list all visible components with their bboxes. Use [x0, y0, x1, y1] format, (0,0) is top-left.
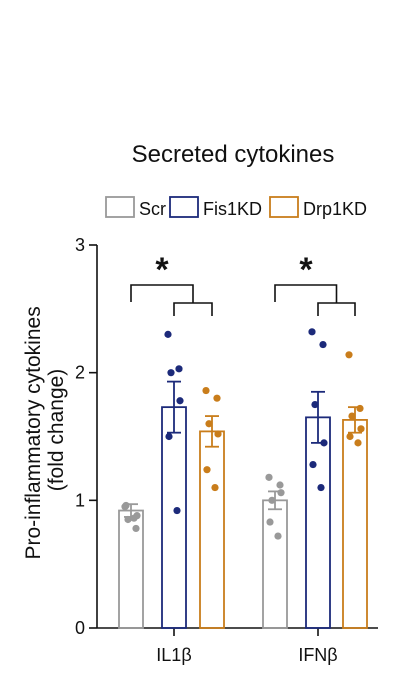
- data-point: [176, 397, 184, 405]
- data-point: [213, 394, 221, 402]
- data-point: [276, 481, 284, 489]
- y-tick-label: 1: [75, 490, 85, 510]
- significance-bracket-pair: [173, 302, 213, 316]
- data-point: [356, 404, 364, 413]
- legend-label: Drp1KD: [303, 199, 367, 219]
- data-point: [345, 351, 353, 359]
- data-point: [211, 483, 219, 492]
- y-axis-label-line-1: Pro-inflammatory cytokines: [22, 306, 45, 559]
- bar: [161, 406, 187, 629]
- data-point: [317, 483, 325, 492]
- data-point: [175, 365, 183, 373]
- data-point: [311, 400, 319, 409]
- legend-swatch: [269, 196, 299, 218]
- data-point: [308, 328, 316, 336]
- legend-swatch: [105, 196, 135, 218]
- data-point: [357, 425, 365, 433]
- data-point: [122, 501, 130, 510]
- data-point: [268, 496, 276, 504]
- bar: [199, 430, 225, 629]
- data-point: [348, 412, 356, 420]
- data-point: [309, 460, 317, 469]
- bar: [262, 499, 288, 629]
- legend-swatch: [169, 196, 199, 218]
- legend: Scr Fis1KD Drp1KD: [105, 196, 367, 219]
- legend-label: Scr: [139, 199, 166, 219]
- data-point: [214, 430, 222, 438]
- data-point: [274, 532, 282, 540]
- data-point: [346, 432, 354, 441]
- y-axis-label-line-2: (fold change): [45, 369, 68, 492]
- data-point: [124, 515, 132, 524]
- significance-bracket-pair: [317, 302, 356, 316]
- data-point: [277, 489, 285, 497]
- legend-label: Fis1KD: [203, 199, 262, 219]
- data-point: [167, 369, 175, 377]
- y-tick-label: 0: [75, 618, 85, 638]
- data-point: [173, 506, 181, 515]
- y-tick-label: 3: [75, 235, 85, 255]
- data-point: [320, 439, 328, 447]
- plot-area: 0 1 2 3 IL1β IFNβ * *: [75, 235, 378, 665]
- chart-title: Secreted cytokines: [132, 141, 335, 168]
- x-tick-label: IFNβ: [298, 645, 337, 665]
- data-point: [266, 518, 274, 526]
- bar: [342, 419, 368, 629]
- x-tick-label: IL1β: [156, 645, 191, 665]
- data-point: [130, 514, 138, 522]
- data-point: [319, 340, 327, 349]
- significance-bracket: [130, 284, 194, 303]
- data-point: [165, 432, 173, 441]
- y-axis-label: Pro-inflammatory cytokines (fold change): [22, 300, 68, 559]
- bar: [305, 416, 331, 629]
- data-point: [265, 473, 273, 481]
- significance-bracket: [274, 284, 338, 303]
- data-point: [205, 420, 213, 428]
- data-point: [164, 330, 172, 338]
- data-point: [203, 466, 211, 474]
- y-tick-label: 2: [75, 363, 85, 383]
- data-point: [132, 524, 140, 533]
- significance-star: *: [155, 251, 169, 289]
- data-point: [354, 439, 362, 447]
- data-point: [202, 386, 210, 395]
- significance-star: *: [299, 251, 313, 289]
